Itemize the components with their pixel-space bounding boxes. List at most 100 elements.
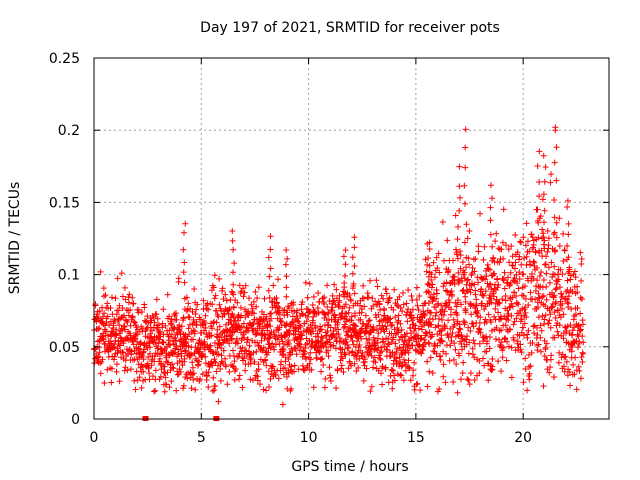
data-point [136, 374, 143, 381]
data-point [489, 366, 496, 373]
data-point [146, 370, 153, 377]
data-point [467, 289, 474, 296]
data-point [319, 355, 326, 362]
data-point [429, 370, 436, 377]
data-point [350, 280, 357, 287]
data-point [492, 336, 499, 343]
data-point [279, 345, 286, 352]
data-point [378, 344, 385, 351]
data-point [574, 283, 581, 290]
data-point [170, 365, 177, 372]
data-point [299, 311, 306, 318]
data-point [196, 337, 203, 344]
data-point [486, 266, 493, 273]
data-point [454, 389, 461, 396]
data-point [535, 290, 542, 297]
data-point [386, 294, 393, 301]
data-point [290, 299, 297, 306]
data-point [341, 313, 348, 320]
data-point [180, 317, 187, 324]
data-point [552, 299, 559, 306]
data-point [433, 295, 440, 302]
data-point [519, 324, 526, 331]
data-point [461, 337, 468, 344]
data-point [216, 323, 223, 330]
data-point [322, 332, 329, 339]
data-point [462, 293, 469, 300]
data-point [331, 311, 338, 318]
data-point [329, 304, 336, 311]
data-point [350, 302, 357, 309]
data-point [456, 207, 463, 214]
data-point [551, 309, 558, 316]
data-point [466, 261, 473, 268]
data-point [238, 312, 245, 319]
data-point [336, 292, 343, 299]
data-point [310, 384, 317, 391]
data-point [205, 306, 212, 313]
data-point [242, 282, 249, 289]
data-point [379, 322, 386, 329]
data-point [520, 271, 527, 278]
data-point [562, 353, 569, 360]
data-point [229, 324, 236, 331]
data-point [186, 314, 193, 321]
data-point [509, 303, 516, 310]
data-point [391, 377, 398, 384]
data-point [508, 344, 515, 351]
data-point [208, 332, 215, 339]
data-point [520, 234, 527, 241]
data-point [315, 309, 322, 316]
data-point [154, 315, 161, 322]
data-point [160, 339, 167, 346]
data-point [260, 344, 267, 351]
data-point [267, 233, 274, 240]
data-point [321, 294, 328, 301]
data-point [285, 303, 292, 310]
data-point [255, 361, 262, 368]
data-point [266, 294, 273, 301]
data-point [564, 242, 571, 249]
data-point [229, 289, 236, 296]
data-point [251, 310, 258, 317]
data-point [529, 244, 536, 251]
data-point [451, 273, 458, 280]
data-point [243, 347, 250, 354]
data-point [518, 349, 525, 356]
data-point [290, 321, 297, 328]
data-point [548, 304, 555, 311]
data-point [476, 357, 483, 364]
data-point [180, 331, 187, 338]
data-point [171, 349, 178, 356]
data-point [513, 315, 520, 322]
data-point [405, 357, 412, 364]
data-point [101, 380, 108, 387]
data-point [266, 384, 273, 391]
data-point [144, 313, 151, 320]
data-point [560, 257, 567, 264]
data-point [437, 352, 444, 359]
data-point [196, 348, 203, 355]
data-point [440, 312, 447, 319]
data-point [377, 370, 384, 377]
data-point [560, 335, 567, 342]
data-point [469, 351, 476, 358]
data-point [156, 330, 163, 337]
data-point [218, 345, 225, 352]
data-point [494, 275, 501, 282]
data-point [310, 313, 317, 320]
data-point [249, 305, 256, 312]
data-point [537, 334, 544, 341]
data-point [108, 340, 115, 347]
data-point [555, 359, 562, 366]
data-point [496, 327, 503, 334]
data-point [364, 290, 371, 297]
data-point [571, 324, 578, 331]
data-point [291, 362, 298, 369]
data-point [273, 299, 280, 306]
data-point [457, 252, 464, 259]
data-point [172, 310, 179, 317]
data-point [170, 350, 177, 357]
data-point [265, 254, 272, 261]
data-point [410, 328, 417, 335]
